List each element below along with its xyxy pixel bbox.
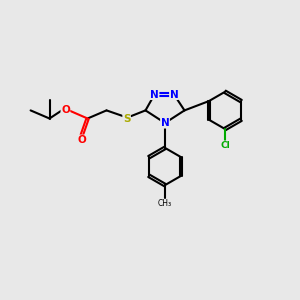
Text: N: N xyxy=(160,118,169,128)
Text: N: N xyxy=(169,89,178,100)
Text: CH₃: CH₃ xyxy=(158,199,172,208)
Text: O: O xyxy=(77,135,86,145)
Text: O: O xyxy=(61,105,70,116)
Text: S: S xyxy=(123,113,130,124)
Text: Cl: Cl xyxy=(220,141,230,150)
Text: N: N xyxy=(150,89,159,100)
